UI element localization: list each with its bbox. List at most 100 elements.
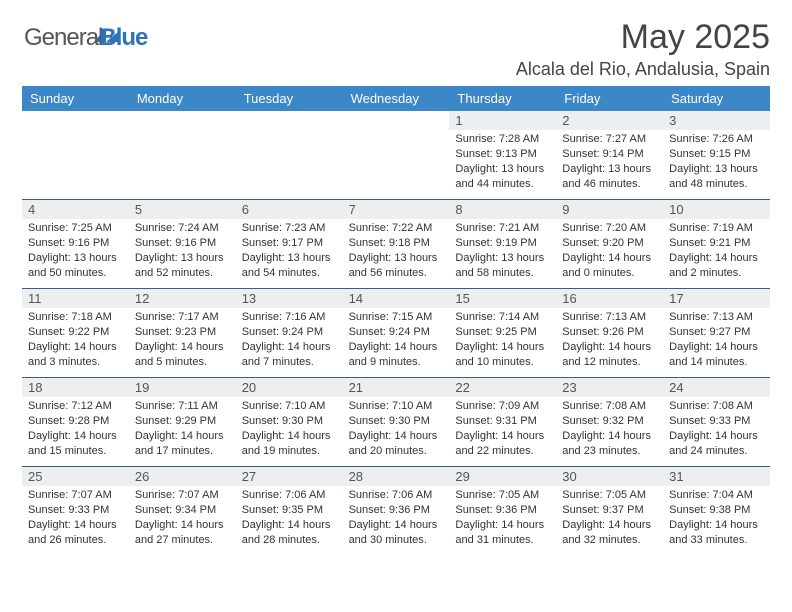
day-number: 6 <box>242 202 337 217</box>
daynum-wrap: 27 <box>236 467 343 486</box>
day-cell: 31Sunrise: 7:04 AMSunset: 9:38 PMDayligh… <box>663 466 770 555</box>
daylight-line: Daylight: 13 hours and 50 minutes. <box>28 251 123 281</box>
empty-cell <box>129 111 236 199</box>
day-cell: 9Sunrise: 7:20 AMSunset: 9:20 PMDaylight… <box>556 199 663 288</box>
day-cell: 17Sunrise: 7:13 AMSunset: 9:27 PMDayligh… <box>663 288 770 377</box>
day-cell: 21 Sunrise: 7:10 AMSunset: 9:30 PMDayligh… <box>343 377 450 466</box>
daynum-wrap: 26 <box>129 467 236 486</box>
day-number: 4 <box>28 202 123 217</box>
sunrise-line: Sunrise: 7:05 AM <box>562 488 657 503</box>
day-cell: 27 Sunrise: 7:06 AMSunset: 9:35 PMDayligh… <box>236 466 343 555</box>
daynum-wrap: 4 <box>22 200 129 219</box>
day-cell: 23 Sunrise: 7:08 AMSunset: 9:32 PMDayligh… <box>556 377 663 466</box>
sunset-line: Sunset: 9:15 PM <box>669 147 764 162</box>
daylight-line: Daylight: 14 hours and 31 minutes. <box>455 518 550 548</box>
daylight-line: Daylight: 14 hours and 15 minutes. <box>28 429 123 459</box>
daynum-wrap: 3 <box>663 111 770 130</box>
day-number: 28 <box>349 469 444 484</box>
daynum-wrap: 5 <box>129 200 236 219</box>
sunset-line: Sunset: 9:34 PM <box>135 503 230 518</box>
day-cell: 20Sunrise: 7:10 AMSunset: 9:30 PMDayligh… <box>236 377 343 466</box>
day-number: 12 <box>135 291 230 306</box>
logo-text-blue: Blue <box>99 24 147 51</box>
day-number: 11 <box>28 291 123 306</box>
day-cell: 28 Sunrise: 7:06 AMSunset: 9:36 PMDayligh… <box>343 466 450 555</box>
sunrise-line: Sunrise: 7:11 AM <box>135 399 230 414</box>
day-number: 17 <box>669 291 764 306</box>
day-info: Sunrise: 7:06 AMSunset: 9:36 PMDaylight:… <box>349 488 444 547</box>
sunrise-line: Sunrise: 7:14 AM <box>455 310 550 325</box>
day-cell: 8Sunrise: 7:21 AMSunset: 9:19 PMDaylight… <box>449 199 556 288</box>
day-info: Sunrise: 7:10 AMSunset: 9:30 PMDaylight:… <box>349 399 444 458</box>
day-number: 2 <box>562 113 657 128</box>
daylight-line: Daylight: 13 hours and 54 minutes. <box>242 251 337 281</box>
day-info: Sunrise: 7:08 AMSunset: 9:33 PMDaylight:… <box>669 399 764 458</box>
sunrise-line: Sunrise: 7:08 AM <box>562 399 657 414</box>
day-number: 10 <box>669 202 764 217</box>
sunrise-line: Sunrise: 7:10 AM <box>349 399 444 414</box>
daynum-wrap: 14 <box>343 289 450 308</box>
sunset-line: Sunset: 9:29 PM <box>135 414 230 429</box>
day-cell: 4 Sunrise: 7:25 AMSunset: 9:16 PMDaylight… <box>22 199 129 288</box>
daylight-line: Daylight: 14 hours and 22 minutes. <box>455 429 550 459</box>
sunrise-line: Sunrise: 7:27 AM <box>562 132 657 147</box>
sunset-line: Sunset: 9:26 PM <box>562 325 657 340</box>
day-info: Sunrise: 7:05 AMSunset: 9:36 PMDaylight:… <box>455 488 550 547</box>
sunset-line: Sunset: 9:36 PM <box>455 503 550 518</box>
sunrise-line: Sunrise: 7:06 AM <box>242 488 337 503</box>
day-info: Sunrise: 7:14 AMSunset: 9:25 PMDaylight:… <box>455 310 550 369</box>
day-number: 7 <box>349 202 444 217</box>
day-cell: 29Sunrise: 7:05 AMSunset: 9:36 PMDayligh… <box>449 466 556 555</box>
sunrise-line: Sunrise: 7:09 AM <box>455 399 550 414</box>
day-number: 31 <box>669 469 764 484</box>
day-info: Sunrise: 7:12 AMSunset: 9:28 PMDaylight:… <box>28 399 123 458</box>
day-info: Sunrise: 7:05 AMSunset: 9:37 PMDaylight:… <box>562 488 657 547</box>
daynum-wrap: 24 <box>663 378 770 397</box>
sunrise-line: Sunrise: 7:13 AM <box>669 310 764 325</box>
sunrise-line: Sunrise: 7:25 AM <box>28 221 123 236</box>
day-info: Sunrise: 7:28 AMSunset: 9:13 PMDaylight:… <box>455 132 550 191</box>
empty-cell <box>343 111 450 199</box>
daynum-wrap: 2 <box>556 111 663 130</box>
daylight-line: Daylight: 14 hours and 28 minutes. <box>242 518 337 548</box>
sunset-line: Sunset: 9:30 PM <box>242 414 337 429</box>
empty-cell <box>22 111 129 199</box>
daylight-line: Daylight: 14 hours and 17 minutes. <box>135 429 230 459</box>
day-info: Sunrise: 7:17 AMSunset: 9:23 PMDaylight:… <box>135 310 230 369</box>
sunrise-line: Sunrise: 7:19 AM <box>669 221 764 236</box>
sunrise-line: Sunrise: 7:18 AM <box>28 310 123 325</box>
daynum-wrap: 19 <box>129 378 236 397</box>
daynum-wrap: 23 <box>556 378 663 397</box>
daylight-line: Daylight: 14 hours and 23 minutes. <box>562 429 657 459</box>
calendar-grid: 1Sunrise: 7:28 AMSunset: 9:13 PMDaylight… <box>22 111 770 555</box>
sunset-line: Sunset: 9:33 PM <box>28 503 123 518</box>
day-info: Sunrise: 7:15 AMSunset: 9:24 PMDaylight:… <box>349 310 444 369</box>
sunrise-line: Sunrise: 7:04 AM <box>669 488 764 503</box>
daylight-line: Daylight: 14 hours and 3 minutes. <box>28 340 123 370</box>
day-cell: 7Sunrise: 7:22 AMSunset: 9:18 PMDaylight… <box>343 199 450 288</box>
daynum-wrap: 16 <box>556 289 663 308</box>
daynum-wrap: 25 <box>22 467 129 486</box>
sunrise-line: Sunrise: 7:28 AM <box>455 132 550 147</box>
daynum-wrap: 31 <box>663 467 770 486</box>
day-cell: 16Sunrise: 7:13 AMSunset: 9:26 PMDayligh… <box>556 288 663 377</box>
sunrise-line: Sunrise: 7:16 AM <box>242 310 337 325</box>
day-number: 23 <box>562 380 657 395</box>
day-info: Sunrise: 7:11 AMSunset: 9:29 PMDaylight:… <box>135 399 230 458</box>
day-info: Sunrise: 7:08 AMSunset: 9:32 PMDaylight:… <box>562 399 657 458</box>
day-number: 16 <box>562 291 657 306</box>
sunset-line: Sunset: 9:35 PM <box>242 503 337 518</box>
day-info: Sunrise: 7:25 AMSunset: 9:16 PMDaylight:… <box>28 221 123 280</box>
daylight-line: Daylight: 14 hours and 5 minutes. <box>135 340 230 370</box>
daylight-line: Daylight: 14 hours and 30 minutes. <box>349 518 444 548</box>
daynum-wrap: 9 <box>556 200 663 219</box>
daynum-wrap: 21 <box>343 378 450 397</box>
sunrise-line: Sunrise: 7:23 AM <box>242 221 337 236</box>
day-cell: 14 Sunrise: 7:15 AMSunset: 9:24 PMDayligh… <box>343 288 450 377</box>
sunset-line: Sunset: 9:31 PM <box>455 414 550 429</box>
daynum-wrap: 17 <box>663 289 770 308</box>
weekday-row: Sunday Monday Tuesday Wednesday Thursday… <box>22 86 770 111</box>
sunrise-line: Sunrise: 7:13 AM <box>562 310 657 325</box>
day-info: Sunrise: 7:18 AMSunset: 9:22 PMDaylight:… <box>28 310 123 369</box>
day-cell: 26Sunrise: 7:07 AMSunset: 9:34 PMDayligh… <box>129 466 236 555</box>
